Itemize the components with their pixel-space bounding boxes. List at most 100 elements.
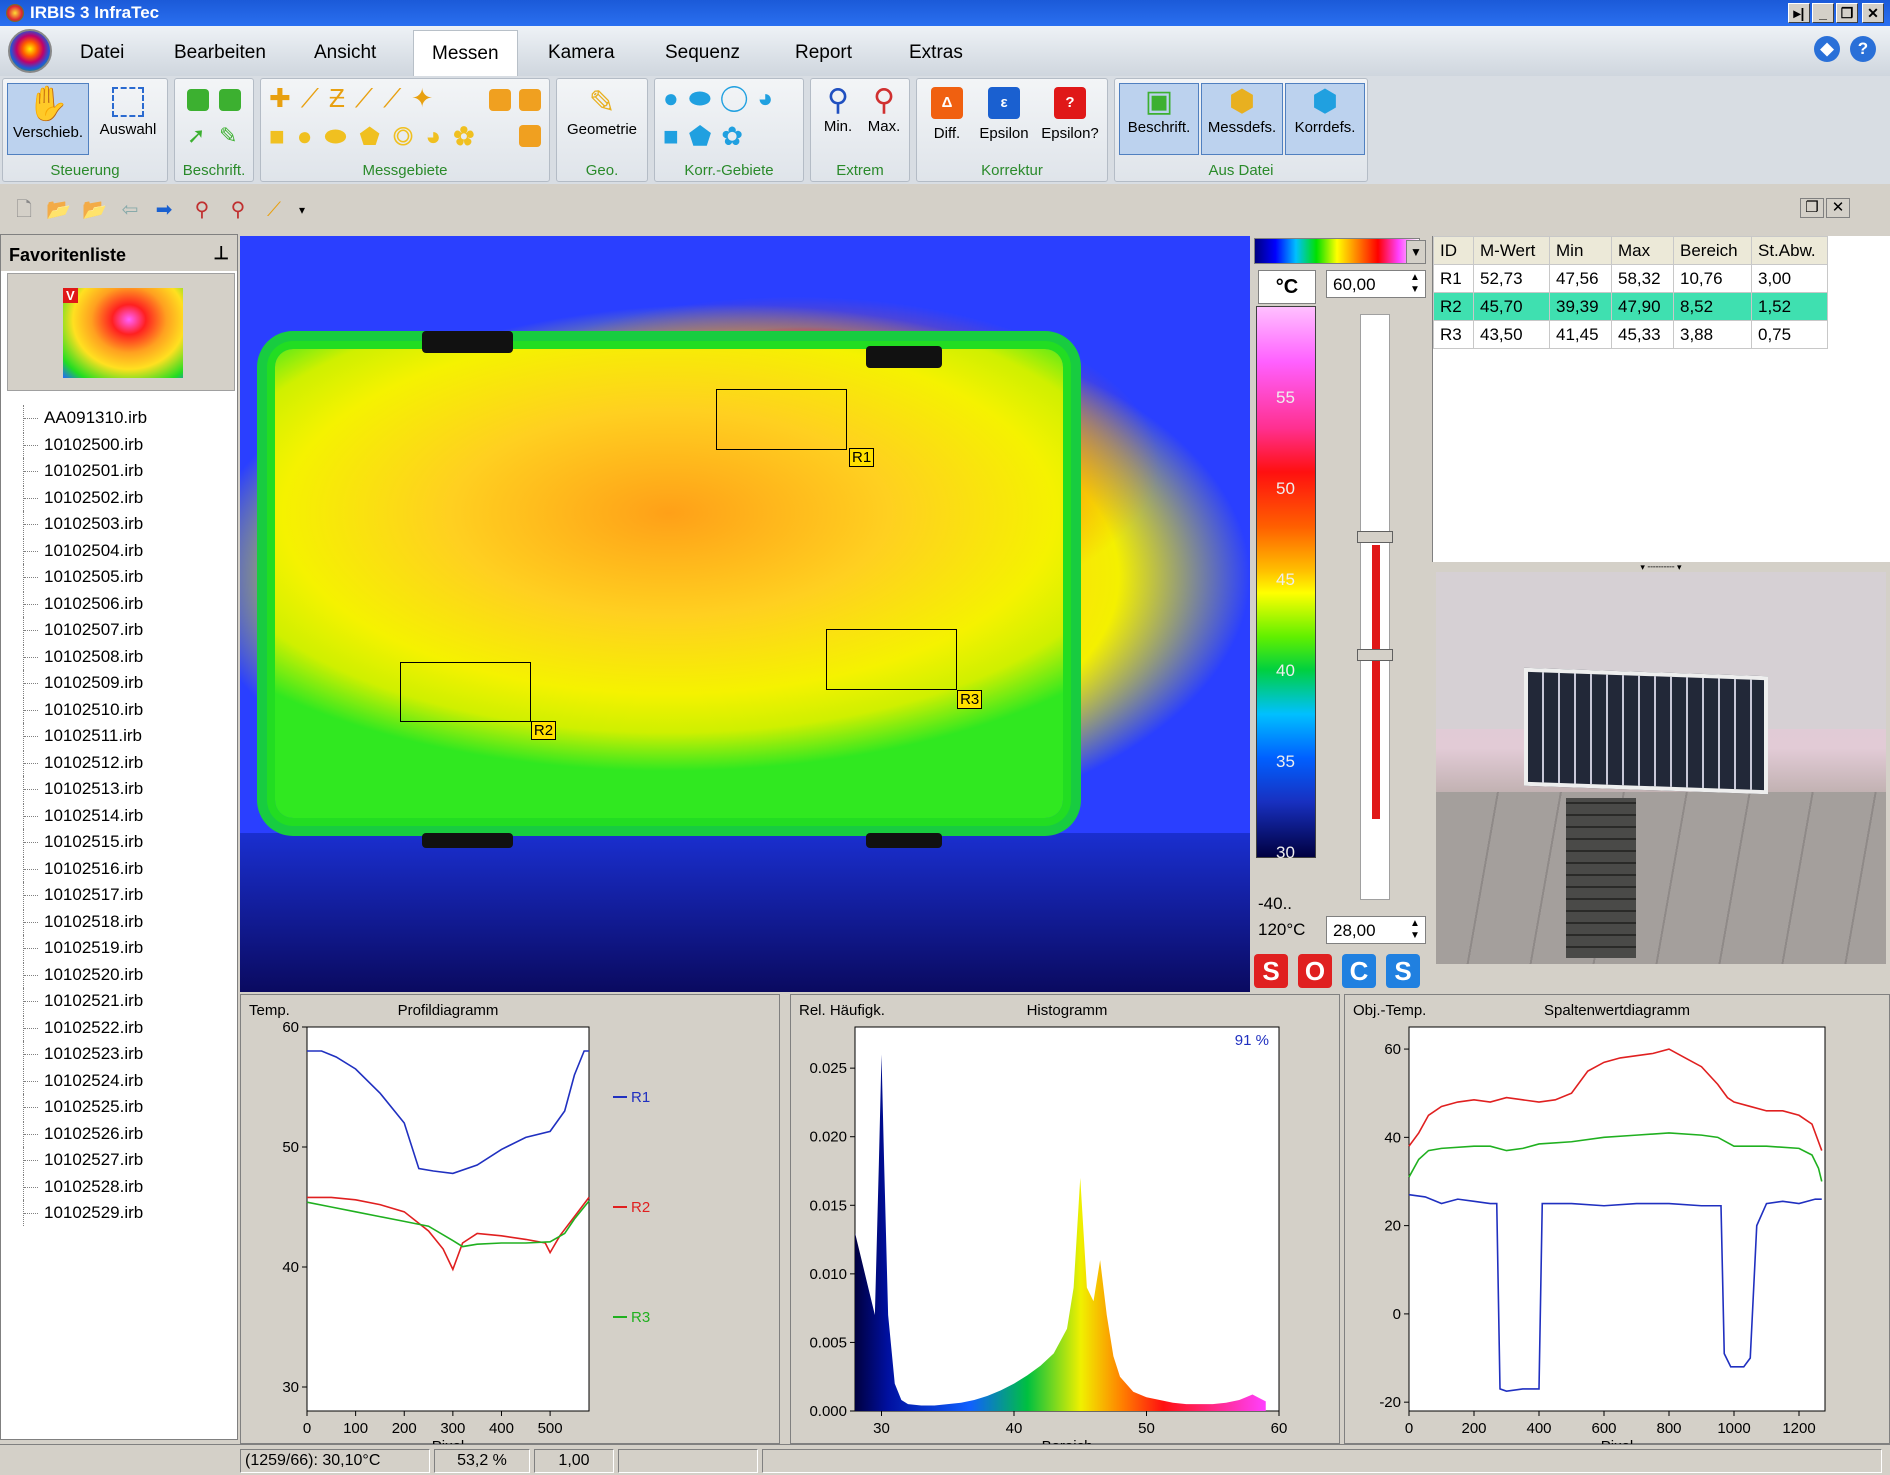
min-temp-spinner[interactable]: 28,00 (1326, 916, 1426, 944)
menu-messen[interactable]: Messen (413, 30, 518, 76)
maximize-button[interactable]: ❐ (1836, 3, 1858, 23)
roi-r2-box[interactable] (399, 661, 531, 723)
file-list-item[interactable]: 10102517.irb (23, 882, 143, 908)
file-list-item[interactable]: 10102526.irb (23, 1120, 143, 1147)
table-header-cell[interactable]: Bereich (1673, 236, 1752, 265)
pen-icon[interactable]: ✎ (219, 123, 238, 148)
file-list-item[interactable]: 10102503.irb (23, 511, 143, 537)
roi-r3-label[interactable]: R3 (957, 689, 983, 709)
measure-s-icon[interactable] (519, 89, 541, 111)
line-tool-icon[interactable]: ⟋ (267, 199, 281, 221)
file-list-item[interactable]: 10102528.irb (23, 1173, 143, 1200)
geometrie-button[interactable]: ✎ Geometrie (559, 83, 645, 138)
file-list-item[interactable]: 10102509.irb (23, 670, 143, 696)
palette-dropdown-icon[interactable]: ▼ (1406, 240, 1426, 264)
scale-o-button[interactable]: O (1298, 954, 1332, 988)
text-label2-icon[interactable] (219, 89, 241, 111)
text-label-icon[interactable] (187, 89, 209, 111)
palette-select[interactable] (1254, 238, 1420, 264)
roi-r1-label[interactable]: R1 (849, 448, 875, 468)
table-row[interactable]: R1 52,73 47,56 58,32 10,76 3,00 (1433, 264, 1828, 293)
file-list-item[interactable]: 10102527.irb (23, 1147, 143, 1173)
load-messdefs-button[interactable]: ⬢ Messdefs. (1201, 83, 1283, 155)
slider-handle-top[interactable] (1357, 531, 1393, 543)
scale-s-button[interactable]: S (1254, 954, 1288, 988)
file-list-item[interactable]: 10102501.irb (23, 458, 143, 484)
file-list-item[interactable]: 10102523.irb (23, 1041, 143, 1067)
load-korrdefs-button[interactable]: ⬢ Korrdefs. (1285, 83, 1365, 155)
zoom-in-icon[interactable]: ⚲ (230, 199, 246, 221)
epsilon-query-button[interactable]: ? Epsilon? (1035, 83, 1105, 142)
info-icon[interactable]: ◆ (1814, 36, 1840, 62)
app-logo-icon[interactable] (8, 29, 52, 73)
new-file-icon[interactable]: 🗋 (15, 199, 33, 221)
float-panel-icon[interactable]: ❐ (1800, 198, 1824, 218)
measure-tools-row1-icon[interactable]: ✚⟋Ƶ⟋⟋✦ (269, 83, 444, 113)
chart-splitter-2[interactable] (1340, 994, 1344, 1444)
file-list-item[interactable]: 10102513.irb (23, 776, 143, 802)
slider-handle-bottom[interactable] (1357, 649, 1393, 661)
file-list-item[interactable]: 10102512.irb (23, 749, 143, 776)
minimize-button[interactable]: _ (1812, 3, 1834, 23)
korr-shapes-row2-icon[interactable]: ■⬟✿ (663, 121, 754, 151)
file-list-item[interactable]: 10102508.irb (23, 643, 143, 670)
file-list-item[interactable]: 10102520.irb (23, 961, 143, 988)
table-header-cell[interactable]: Min (1549, 236, 1612, 265)
menu-report[interactable]: Report (795, 42, 853, 63)
zoom-out-icon[interactable]: ⚲ (194, 199, 210, 221)
unit-label[interactable]: °C (1258, 270, 1316, 304)
korr-shapes-row1-icon[interactable]: ●⬬◯◕ (663, 83, 784, 113)
file-list-item[interactable]: 10102519.irb (23, 935, 143, 961)
help-icon[interactable]: ? (1850, 36, 1876, 62)
min-spinner-arrows-icon[interactable]: ▲ ▼ (1410, 918, 1420, 941)
file-list-item[interactable]: 10102516.irb (23, 855, 143, 882)
table-row[interactable]: R3 43,50 41,45 45,33 3,88 0,75 (1433, 320, 1828, 349)
splitter-handle[interactable]: ▾ ╌╌╌╌╌ ▾ (1432, 562, 1890, 572)
close-panel-icon[interactable]: ✕ (1826, 198, 1850, 218)
forward-arrow-icon[interactable]: ➡ (155, 199, 173, 221)
table-header-cell[interactable]: St.Abw. (1751, 236, 1828, 265)
table-row[interactable]: R2 45,70 39,39 47,90 8,52 1,52 (1433, 292, 1828, 321)
menu-datei[interactable]: Datei (80, 42, 125, 63)
max-spinner-arrows-icon[interactable]: ▲ ▼ (1410, 272, 1420, 295)
max-button[interactable]: ⚲ Max. (861, 83, 907, 135)
dropdown-arrow-icon[interactable]: ▾ (298, 203, 306, 217)
measure-g-icon[interactable] (489, 89, 511, 111)
file-list-item[interactable]: 10102524.irb (23, 1067, 143, 1094)
scale-s2-button[interactable]: S (1386, 954, 1420, 988)
diff-button[interactable]: Δ Diff. (921, 83, 973, 142)
file-list-item[interactable]: 10102502.irb (23, 484, 143, 511)
arrow-icon[interactable]: ➚ (187, 123, 206, 148)
file-list-item[interactable]: 10102529.irb (23, 1200, 143, 1226)
file-list-item[interactable]: 10102511.irb (23, 723, 142, 749)
menu-extras[interactable]: Extras (909, 42, 963, 63)
back-arrow-icon[interactable]: ⇦ (121, 199, 139, 221)
file-list-item[interactable]: 10102507.irb (23, 617, 143, 643)
verschieben-button[interactable]: ✋ Verschieb. (7, 83, 89, 155)
open-file-icon[interactable]: 📂 (46, 199, 71, 221)
thermal-thumbnail[interactable]: V (63, 288, 183, 378)
chart-splitter-1[interactable] (780, 994, 790, 1444)
table-header-cell[interactable]: M-Wert (1473, 236, 1550, 265)
file-list-item[interactable]: 10102521.irb (23, 988, 143, 1014)
file-list-item[interactable]: AA091310.irb (23, 405, 147, 431)
thermal-image[interactable]: R1 R2 R3 (240, 236, 1250, 992)
file-list-item[interactable]: 10102514.irb (23, 802, 143, 829)
measure-e-icon[interactable] (519, 125, 541, 147)
file-list-item[interactable]: 10102522.irb (23, 1014, 143, 1041)
file-list-item[interactable]: 10102525.irb (23, 1094, 143, 1120)
roi-r2-label[interactable]: R2 (530, 720, 557, 740)
file-list-item[interactable]: 10102500.irb (23, 431, 143, 458)
file-list-item[interactable]: 10102506.irb (23, 590, 143, 617)
thumbnail-box[interactable]: V (7, 273, 235, 391)
menu-bearbeiten[interactable]: Bearbeiten (174, 42, 266, 63)
restore-button[interactable]: ▸| (1788, 3, 1810, 23)
min-button[interactable]: ⚲ Min. (815, 83, 861, 135)
file-list-item[interactable]: 10102515.irb (23, 829, 143, 855)
open-folder-icon[interactable]: 📂 (82, 199, 107, 221)
table-header-cell[interactable]: ID (1433, 236, 1474, 265)
file-list-item[interactable]: 10102510.irb (23, 696, 143, 723)
load-beschrift-button[interactable]: ▣ Beschrift. (1119, 83, 1199, 155)
roi-r3-box[interactable] (825, 629, 958, 690)
close-button[interactable]: ✕ (1862, 3, 1884, 23)
